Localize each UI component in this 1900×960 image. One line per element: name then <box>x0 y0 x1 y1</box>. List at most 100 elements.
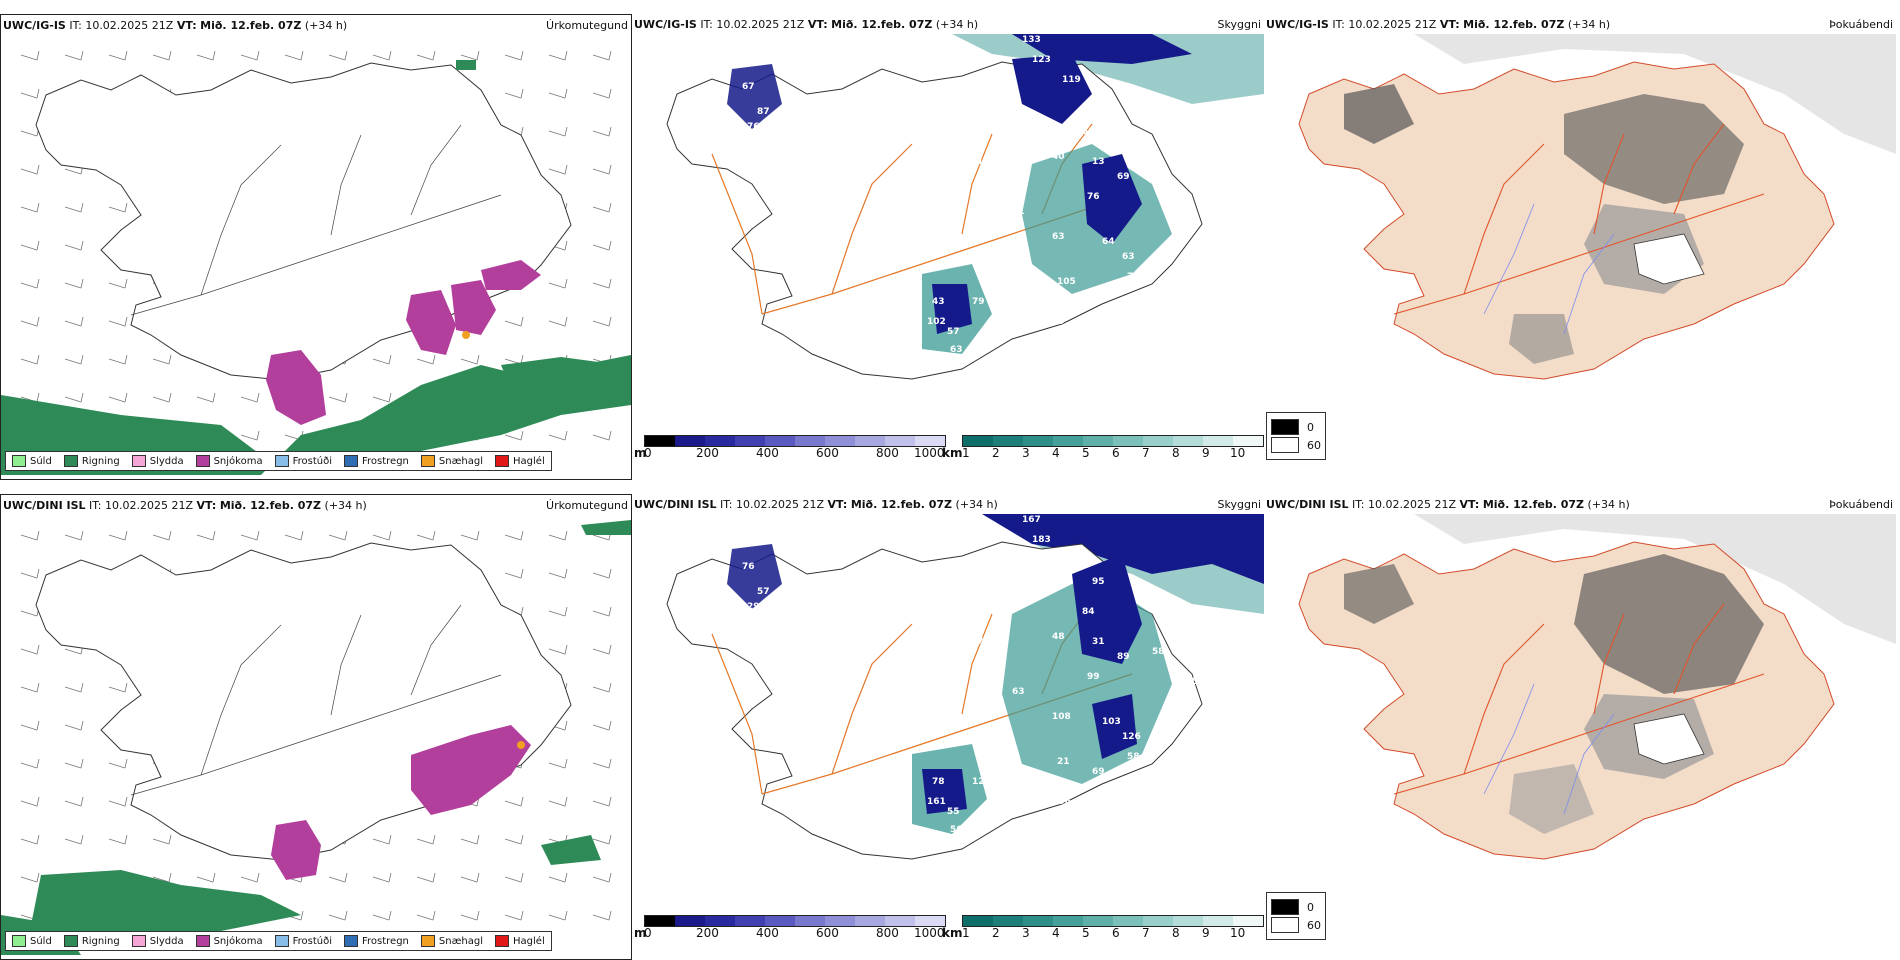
snow-area <box>411 725 531 815</box>
iceland-coastline <box>35 62 572 381</box>
cloud-base-value-label: 63 <box>1052 232 1065 242</box>
tick-label: 7 <box>1142 926 1150 940</box>
wind-barb <box>240 392 260 403</box>
cloud-base-value-label: 84 <box>1082 607 1095 617</box>
cloud-base-value-label: 297 <box>747 602 766 612</box>
cloud-base-value-label: 39 <box>1052 317 1065 327</box>
wind-barb <box>548 910 568 921</box>
tick-label: 0 <box>644 446 652 460</box>
wind-barb <box>64 50 84 61</box>
roads <box>711 123 1133 315</box>
wind-barb <box>592 910 612 921</box>
fog-area <box>1564 94 1744 204</box>
wind-barb <box>20 720 40 731</box>
panel-title: UWC/IG-IS IT: 10.02.2025 21Z VT: Mið. 12… <box>634 18 979 31</box>
wind-barb <box>152 834 172 845</box>
wind-barb <box>20 872 40 883</box>
wind-barb <box>592 872 612 883</box>
tick-label: 6 <box>1112 446 1120 460</box>
wind-barb <box>372 872 392 883</box>
wind-barb <box>284 50 304 61</box>
wind-barb <box>592 720 612 731</box>
cloud-base-value-label: 48 <box>1052 632 1065 642</box>
wind-barb <box>108 278 128 289</box>
wind-barb <box>64 354 84 365</box>
wind-barb <box>592 240 612 251</box>
wind-barb <box>64 796 84 807</box>
wind-barb <box>240 530 260 541</box>
wind-barb <box>240 430 260 441</box>
cloud-base-colorbar <box>644 435 946 447</box>
cloud-base-value-label: 103 <box>1102 717 1121 727</box>
wind-barb <box>64 240 84 251</box>
wind-barb <box>108 392 128 403</box>
low-cloud-area <box>727 544 782 609</box>
precip-map <box>1 50 631 475</box>
legend-item: Snjókoma <box>195 455 263 467</box>
wind-barb <box>152 530 172 541</box>
cloud-base-value-label: 64 <box>1102 237 1115 247</box>
wind-barb <box>196 50 216 61</box>
precip-map <box>1 520 631 955</box>
cloud-base-value-label: 70 <box>1092 97 1105 107</box>
cloud-base-value-label: 21 <box>1057 757 1070 767</box>
wind-barb <box>20 88 40 99</box>
low-cloud-area <box>1012 54 1092 124</box>
cloud-base-value-label: 53 <box>1192 677 1205 687</box>
snow-area <box>271 820 321 880</box>
cloud-base-value-label: 43 <box>932 297 945 307</box>
cloud-base-value-label: 136 <box>1052 797 1071 807</box>
wind-barb <box>64 720 84 731</box>
wind-barb <box>548 164 568 175</box>
wind-barb <box>548 758 568 769</box>
wind-barb <box>592 644 612 655</box>
rain-area <box>541 835 601 865</box>
legend-item: Súld <box>12 455 52 467</box>
legend-item: Frostregn <box>344 455 409 467</box>
cloud-base-value-label: 76 <box>977 637 990 647</box>
legend-item: 60 <box>1271 437 1321 453</box>
cloud-base-value-label: 51 <box>1082 127 1095 137</box>
wind-barb <box>20 796 40 807</box>
fog-map <box>1298 34 1896 380</box>
cloud-base-value-label: 58 <box>1152 647 1165 657</box>
legend-item: Snæhagl <box>420 455 483 467</box>
cloud-base-value-label: 69 <box>1092 767 1105 777</box>
wind-barb <box>64 530 84 541</box>
fog-panel-bottom: UWC/DINI ISL IT: 10.02.2025 21Z VT: Mið.… <box>1264 494 1896 960</box>
wind-barb <box>196 872 216 883</box>
rivers <box>1483 683 1615 815</box>
legend-item: Frostúði <box>274 455 332 467</box>
rivers <box>1483 203 1615 335</box>
tick-label: 10 <box>1230 926 1246 940</box>
fog-area <box>1344 84 1414 144</box>
tick-label: 10 <box>1230 446 1246 460</box>
cloud-base-value-label: 97 <box>1132 787 1145 797</box>
cloud-base-value-label: 13 <box>1092 157 1105 167</box>
cloud-visibility-map: 167 183 110 95 84 76 57 297 143 76 48 31 89 99 63 108 10… <box>666 514 1264 860</box>
wind-barb <box>460 872 480 883</box>
wind-barb <box>240 50 260 61</box>
wind-barb <box>548 568 568 579</box>
fog-area <box>1509 764 1594 834</box>
legend-item: Súld <box>12 935 52 947</box>
panel-parameter-name: Skyggni <box>1217 18 1261 31</box>
wind-barb <box>372 910 392 921</box>
wind-barb <box>196 392 216 403</box>
wind-barb <box>108 202 128 213</box>
panel-title: UWC/DINI ISL IT: 10.02.2025 21Z VT: Mið.… <box>3 499 367 512</box>
cloud-base-value-label: 79 <box>972 297 985 307</box>
fog-sea <box>1414 514 1896 644</box>
wind-barb <box>152 354 172 365</box>
wind-barb <box>20 834 40 845</box>
wind-barb <box>504 872 524 883</box>
cloud-base-value-label: 63 <box>1012 687 1025 697</box>
wind-barb <box>504 530 524 541</box>
wind-barb <box>20 354 40 365</box>
tick-label: 8 <box>1172 446 1180 460</box>
tick-label: 9 <box>1202 446 1210 460</box>
cloud-base-value-label: 58 <box>1127 752 1140 762</box>
iceland-coastline <box>35 542 572 861</box>
precip-panel-top: UWC/IG-IS IT: 10.02.2025 21Z VT: Mið. 12… <box>0 14 632 480</box>
cloud-base-unit: m <box>634 926 647 940</box>
